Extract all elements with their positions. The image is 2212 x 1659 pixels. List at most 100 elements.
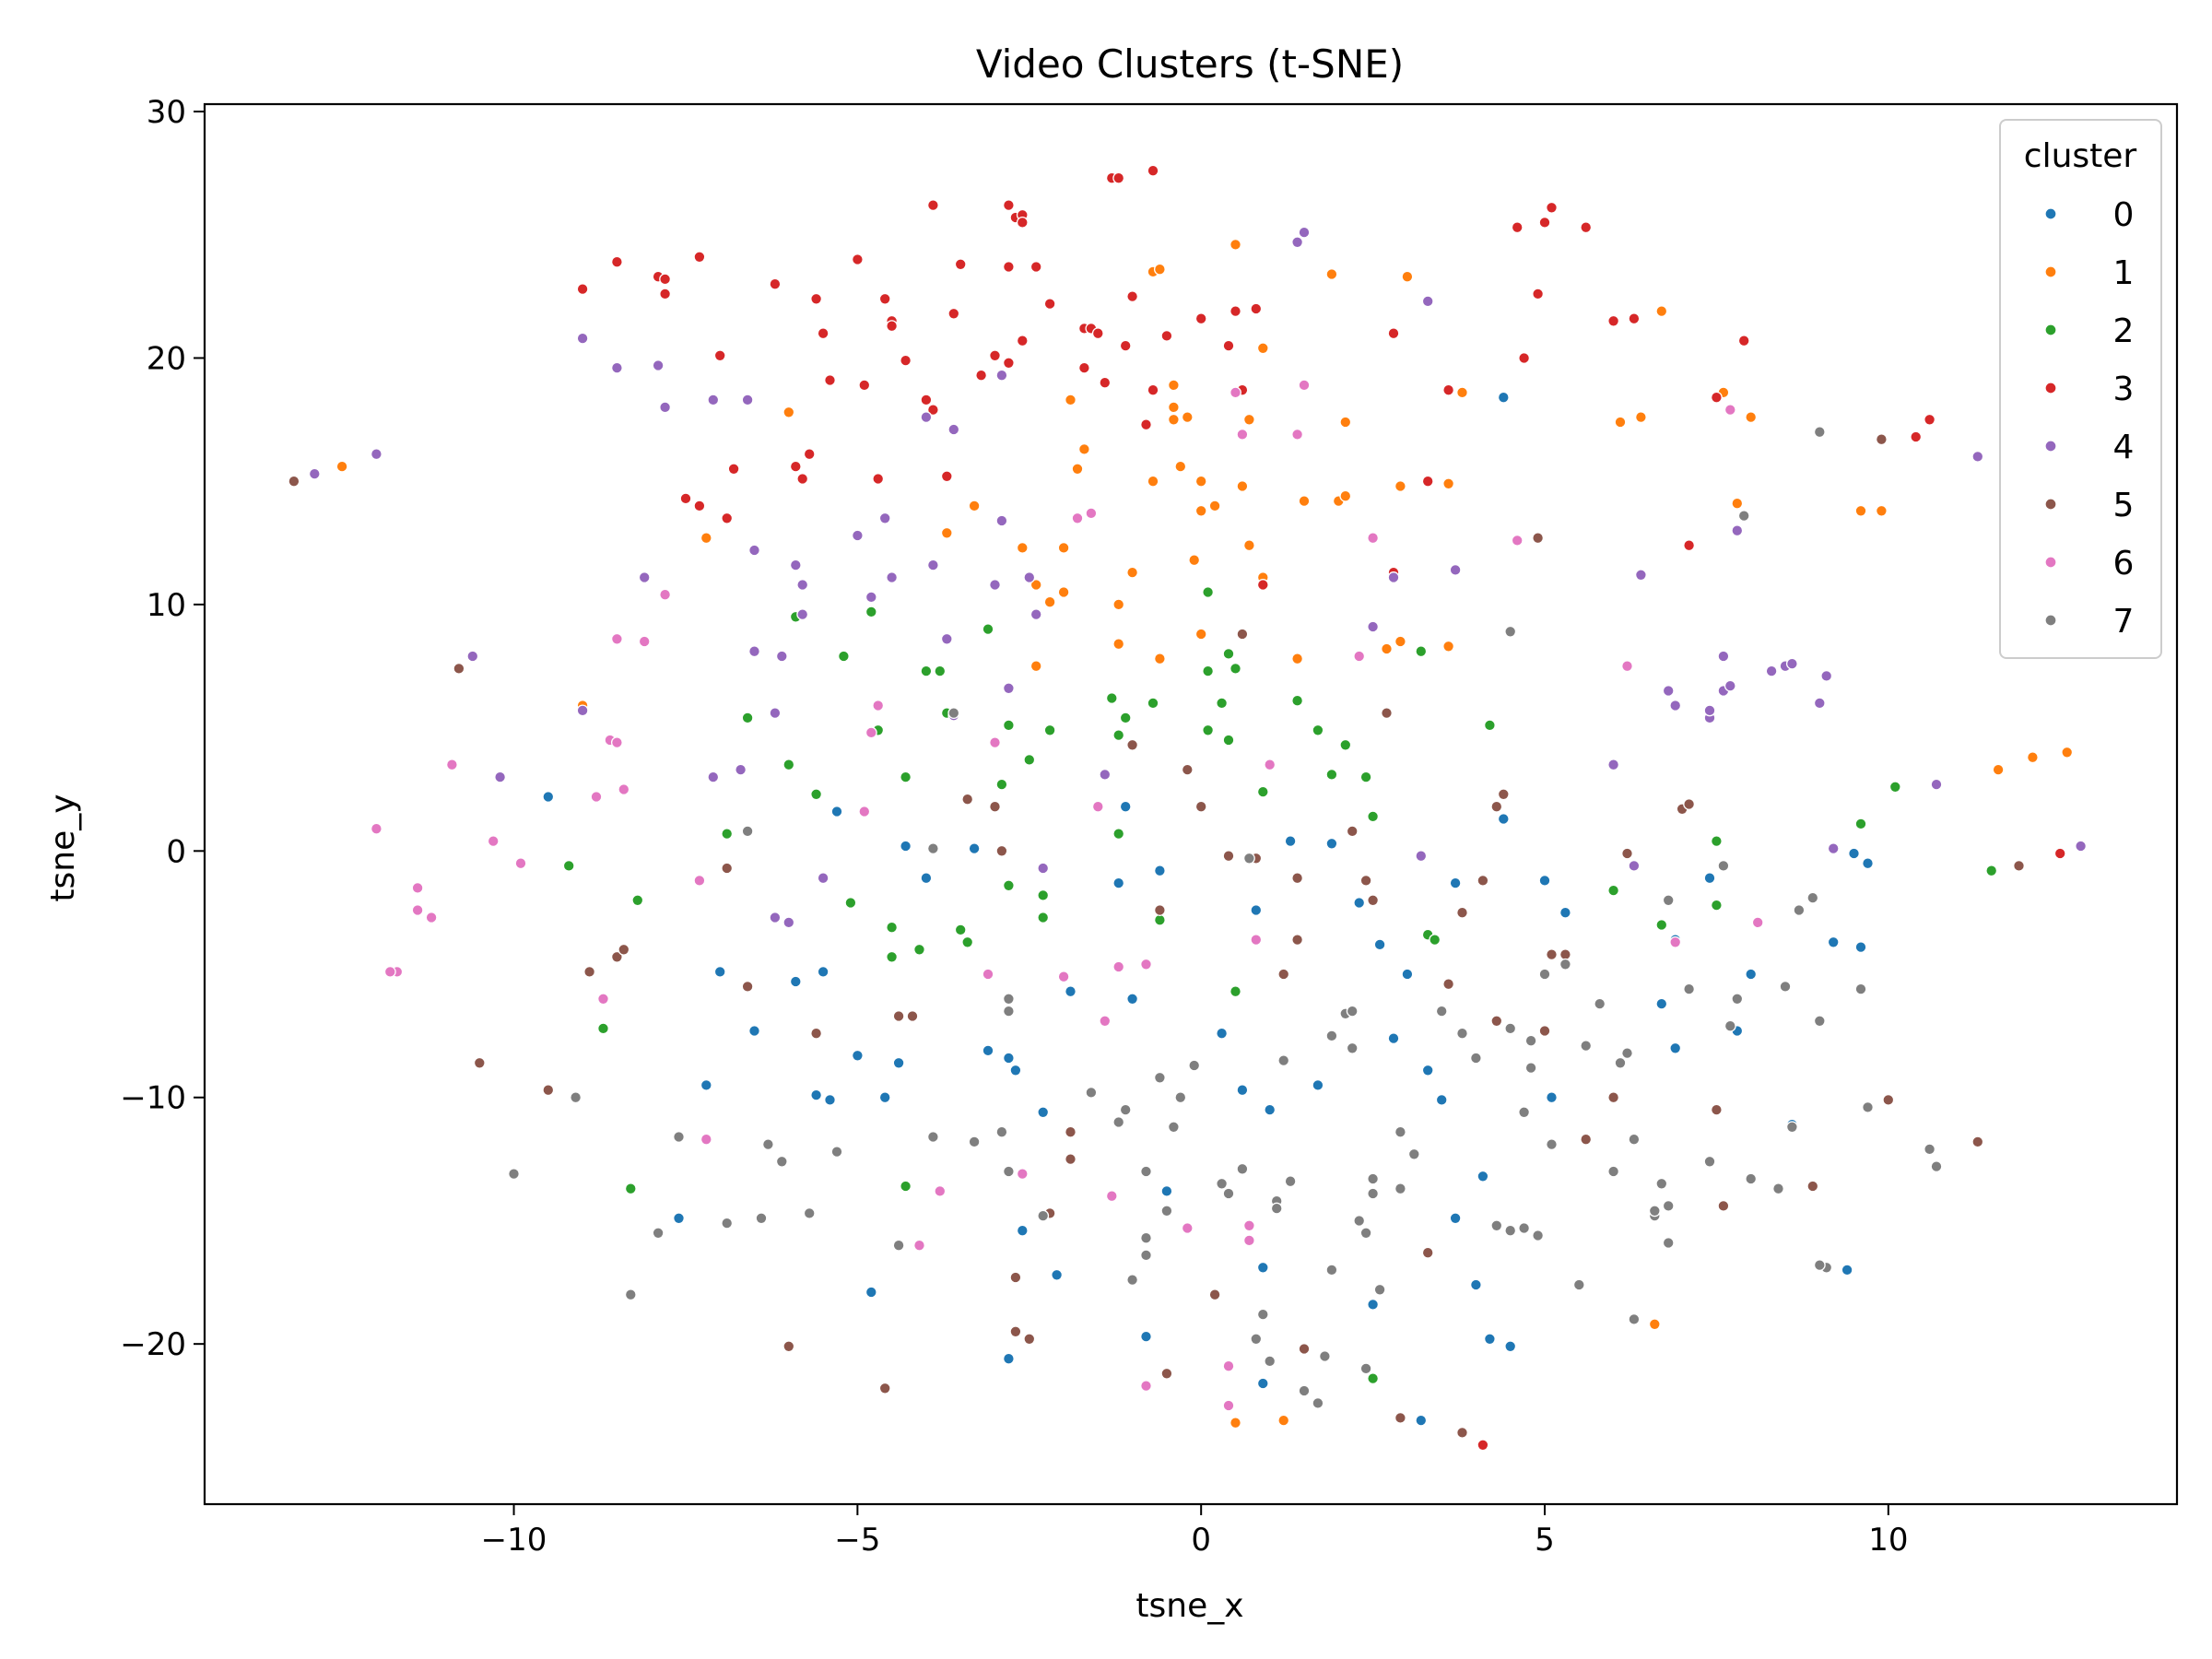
- data-point-cluster-2: [1202, 665, 1215, 677]
- data-point-cluster-3: [789, 460, 802, 473]
- data-point-cluster-6: [425, 912, 438, 924]
- data-point-cluster-6: [487, 835, 500, 848]
- data-point-cluster-4: [576, 332, 589, 345]
- data-point-cluster-2: [1002, 879, 1015, 892]
- data-point-cluster-3: [803, 448, 816, 461]
- data-point-cluster-3: [1147, 164, 1159, 177]
- data-point-cluster-5: [1367, 894, 1380, 907]
- data-point-cluster-0: [1435, 1093, 1448, 1106]
- data-point-cluster-5: [610, 950, 623, 963]
- data-point-cluster-7: [1367, 1172, 1380, 1185]
- data-point-cluster-7: [926, 842, 939, 855]
- data-point-cluster-6: [514, 857, 527, 870]
- data-point-cluster-6: [1085, 507, 1098, 520]
- data-point-cluster-3: [1546, 201, 1558, 214]
- data-point-cluster-6: [1242, 1234, 1255, 1247]
- data-point-cluster-5: [906, 1010, 919, 1022]
- data-point-cluster-4: [576, 704, 589, 717]
- data-point-cluster-6: [1298, 379, 1311, 392]
- data-point-cluster-7: [1435, 1005, 1448, 1018]
- data-point-cluster-0: [1497, 813, 1510, 825]
- data-point-cluster-5: [1559, 948, 1571, 961]
- data-point-cluster-5: [542, 1084, 555, 1097]
- data-point-cluster-1: [1291, 653, 1304, 665]
- data-point-cluster-2: [1854, 818, 1867, 830]
- data-point-cluster-7: [1717, 859, 1730, 872]
- data-point-cluster-3: [1924, 413, 1936, 426]
- data-point-cluster-6: [1181, 1222, 1194, 1234]
- data-point-cluster-7: [1002, 993, 1015, 1006]
- data-point-cluster-5: [1621, 847, 1633, 860]
- data-point-cluster-0: [1387, 1032, 1400, 1045]
- data-point-cluster-2: [961, 935, 974, 948]
- data-point-cluster-4: [920, 411, 933, 424]
- data-point-cluster-3: [693, 251, 706, 264]
- data-point-cluster-7: [1538, 968, 1551, 981]
- data-point-cluster-3: [659, 273, 672, 286]
- data-point-cluster-1: [1875, 504, 1888, 517]
- data-point-cluster-3: [1112, 171, 1125, 184]
- data-point-cluster-3: [1250, 302, 1263, 315]
- data-point-cluster-0: [1504, 1340, 1517, 1353]
- data-point-cluster-7: [1628, 1133, 1641, 1146]
- data-point-cluster-2: [721, 828, 734, 841]
- data-point-cluster-5: [1490, 1015, 1503, 1028]
- data-point-cluster-4: [1387, 571, 1400, 583]
- data-point-cluster-4: [782, 916, 795, 929]
- y-tick-label: −20: [120, 1326, 186, 1363]
- data-point-cluster-0: [1559, 906, 1571, 919]
- data-point-cluster-6: [1250, 934, 1263, 947]
- x-tick-label: −10: [481, 1522, 547, 1559]
- data-point-cluster-0: [1037, 1106, 1050, 1119]
- data-point-cluster-0: [1449, 1212, 1462, 1225]
- data-point-cluster-7: [1359, 1362, 1372, 1375]
- data-point-cluster-3: [947, 307, 960, 320]
- data-point-cluster-7: [1785, 1121, 1798, 1134]
- data-point-cluster-5: [1683, 798, 1696, 810]
- data-point-cluster-4: [494, 771, 507, 783]
- data-point-cluster-3: [926, 404, 939, 417]
- data-point-cluster-7: [1002, 1005, 1015, 1018]
- data-point-cluster-2: [1222, 734, 1235, 747]
- data-point-cluster-7: [1188, 1059, 1201, 1072]
- data-point-cluster-5: [1181, 763, 1194, 776]
- data-point-cluster-7: [1242, 852, 1255, 865]
- legend-label-4: 4: [2113, 429, 2135, 466]
- data-point-cluster-7: [1524, 1062, 1537, 1075]
- data-point-cluster-1: [1325, 268, 1338, 280]
- data-point-cluster-5: [1607, 1091, 1620, 1104]
- data-point-cluster-6: [1367, 532, 1380, 545]
- data-point-cluster-6: [1112, 960, 1125, 973]
- data-point-cluster-1: [1277, 1414, 1290, 1427]
- data-point-cluster-1: [1442, 640, 1455, 653]
- data-point-cluster-4: [947, 423, 960, 436]
- data-point-cluster-4: [796, 579, 809, 591]
- data-point-cluster-3: [878, 292, 891, 305]
- data-point-cluster-7: [947, 707, 960, 720]
- data-point-cluster-0: [700, 1078, 712, 1091]
- data-point-cluster-2: [1043, 724, 1056, 736]
- data-point-cluster-5: [1882, 1093, 1895, 1106]
- data-point-cluster-3: [1710, 391, 1723, 404]
- data-point-cluster-4: [707, 771, 720, 783]
- data-point-cluster-2: [1153, 913, 1166, 926]
- data-point-cluster-1: [1655, 305, 1668, 318]
- data-point-cluster-0: [1016, 1224, 1029, 1237]
- data-point-cluster-4: [1971, 450, 1984, 463]
- data-point-cluster-2: [597, 1022, 609, 1035]
- data-point-cluster-0: [1353, 897, 1366, 909]
- data-point-cluster-0: [1848, 847, 1860, 860]
- data-point-cluster-3: [886, 320, 899, 333]
- data-point-cluster-3: [926, 199, 939, 212]
- data-point-cluster-2: [1710, 899, 1723, 912]
- data-point-cluster-0: [1841, 1264, 1853, 1277]
- data-point-cluster-5: [1291, 934, 1304, 947]
- data-point-cluster-5: [1160, 1367, 1173, 1380]
- data-point-cluster-4: [1724, 679, 1736, 692]
- data-point-cluster-3: [1910, 430, 1923, 443]
- data-point-cluster-1: [1030, 579, 1042, 591]
- data-point-cluster-4: [1607, 759, 1620, 771]
- data-point-cluster-3: [1442, 383, 1455, 396]
- data-point-cluster-0: [1827, 935, 1840, 948]
- y-tick-label: 10: [147, 587, 186, 624]
